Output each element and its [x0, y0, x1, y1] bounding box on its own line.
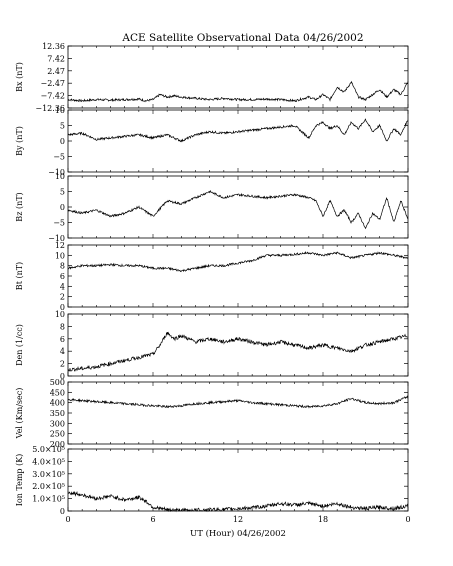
- xtick-label-3: 18: [318, 515, 328, 524]
- ytick-label-vel-6: 200: [50, 440, 65, 449]
- panel-frame-by: [67, 109, 409, 173]
- ytick-label-vel-5: 250: [50, 430, 65, 439]
- ytick-label-temp-5: 0: [60, 507, 65, 516]
- x-axis-label: UT (Hour) 04/26/2002: [190, 528, 286, 539]
- ytick-label-by-1: 5: [60, 122, 65, 131]
- panel-frame-vel: [67, 381, 409, 445]
- ytick-label-bx-5: −12.36: [35, 104, 65, 113]
- ytick-label-bt-6: 0: [60, 303, 65, 312]
- ytick-label-bz-2: 0: [60, 203, 65, 212]
- ytick-label-by-3: −5: [53, 153, 65, 162]
- xtick-label-1: 6: [150, 515, 155, 524]
- xtick-label-0: 0: [65, 515, 70, 524]
- panel-bx: 12.36 7.42 2.47 −2.47 −7.42 −12.36 Bx (nT): [15, 42, 409, 113]
- ylabel-vel: Vel (Km/sec): [15, 388, 24, 440]
- panel-frame-bt: [67, 244, 409, 308]
- ytick-label-vel-4: 300: [50, 419, 65, 428]
- ytick-label-bz-4: −10: [48, 234, 65, 243]
- series-line-bz: [67, 190, 409, 230]
- xtick-label-4: 0: [405, 515, 410, 524]
- series-line-bt: [67, 251, 409, 273]
- panel-frame-den: [67, 313, 409, 377]
- ytick-label-temp-2: 3.0×10⁵: [32, 470, 65, 479]
- ytick-label-by-2: 0: [60, 137, 65, 146]
- ytick-label-temp-4: 1.0×10⁵: [32, 495, 65, 504]
- x-tick-labels: 0 6 12 18 0: [65, 515, 410, 524]
- ytick-label-den-0: 10: [55, 310, 65, 319]
- series-line-temp: [67, 490, 409, 513]
- ytick-label-temp-1: 4.0×10⁵: [32, 457, 65, 466]
- ytick-label-bx-3: −2.47: [40, 79, 65, 88]
- panel-bz: 10 5 0 −5 −10 Bz (nT): [15, 172, 409, 243]
- ytick-label-temp-3: 2.0×10⁵: [32, 482, 65, 491]
- series-line-by: [67, 118, 409, 143]
- ytick-label-bt-0: 12: [55, 241, 65, 250]
- panel-frame-bz: [67, 175, 409, 239]
- ylabel-bz: Bz (nT): [15, 192, 24, 221]
- ylabel-by: By (nT): [15, 126, 24, 156]
- ytick-label-bz-0: 10: [55, 172, 65, 181]
- panel-frame-temp: [67, 448, 409, 512]
- ytick-label-bt-5: 2: [60, 293, 65, 302]
- xtick-label-2: 12: [233, 515, 243, 524]
- ytick-label-den-5: 0: [60, 372, 65, 381]
- ytick-label-bx-4: −7.42: [40, 92, 65, 101]
- panel-temp: 5.0×10⁵ 4.0×10⁵ 3.0×10⁵ 2.0×10⁵ 1.0×10⁵ 0 Ion …: [15, 445, 409, 516]
- ytick-label-by-4: −10: [48, 168, 65, 177]
- ytick-label-temp-0: 5.0×10⁵: [32, 445, 65, 454]
- ytick-label-bt-3: 6: [60, 272, 65, 281]
- ytick-label-bt-1: 10: [55, 251, 65, 260]
- chart-title: ACE Satellite Observational Data 04/26/2…: [121, 32, 363, 44]
- ytick-label-bz-3: −5: [53, 219, 65, 228]
- ylabel-temp: Ion Temp (K): [15, 454, 24, 507]
- ytick-label-den-4: 2: [60, 360, 65, 369]
- ytick-label-vel-2: 400: [50, 399, 65, 408]
- panel-by: 10 5 0 −5 −10 By (nT): [15, 106, 409, 177]
- series-line-den: [67, 331, 409, 372]
- ytick-label-bx-2: 2.47: [47, 67, 65, 76]
- ytick-label-vel-0: 500: [50, 378, 65, 387]
- ytick-label-den-2: 6: [60, 335, 65, 344]
- ytick-label-vel-1: 450: [50, 388, 65, 397]
- ylabel-den: Den (1/cc): [15, 324, 24, 366]
- ytick-label-vel-3: 350: [50, 409, 65, 418]
- ytick-label-bx-1: 7.42: [47, 54, 65, 63]
- ytick-label-bt-4: 4: [60, 282, 65, 291]
- series-line-vel: [67, 395, 409, 409]
- ytick-label-bz-1: 5: [60, 188, 65, 197]
- ytick-label-bx-0: 12.36: [42, 42, 65, 51]
- ytick-label-by-0: 10: [55, 106, 65, 115]
- series-line-bx: [67, 80, 409, 103]
- panel-den: 10 8 6 4 2 0 Den (1/cc): [15, 310, 409, 381]
- ylabel-bx: Bx (nT): [15, 62, 24, 92]
- ytick-label-den-3: 4: [60, 347, 65, 356]
- ylabel-bt: Bt (nT): [15, 262, 24, 290]
- ytick-label-den-1: 8: [60, 322, 65, 331]
- ytick-label-bt-2: 8: [60, 262, 65, 271]
